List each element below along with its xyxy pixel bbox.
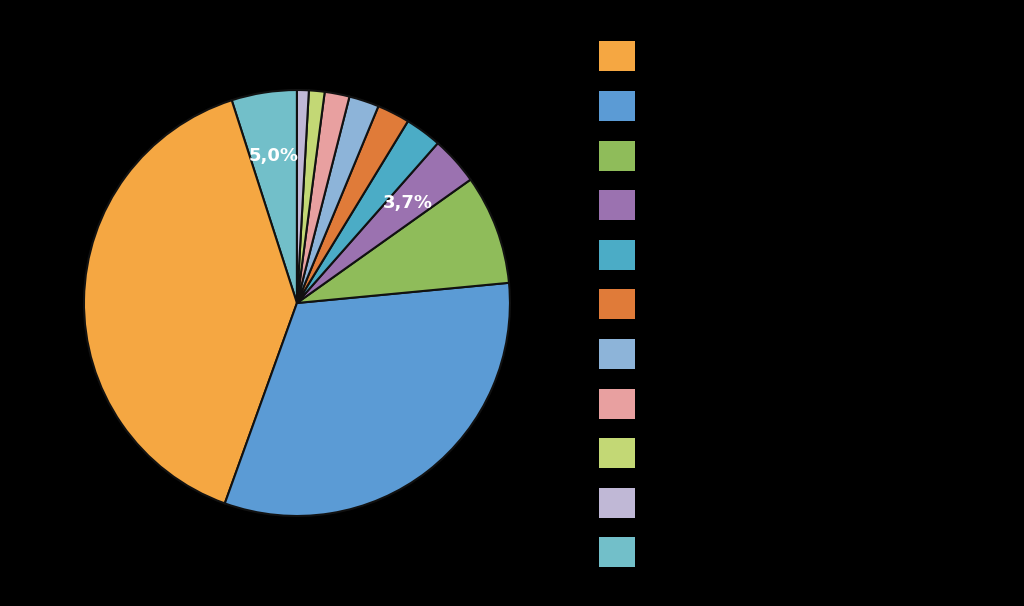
Text: Latinalainen Amerikka: Latinalainen Amerikka xyxy=(640,494,811,509)
Wedge shape xyxy=(225,283,510,516)
Wedge shape xyxy=(297,143,471,303)
Text: Pohjois-Amerikka: Pohjois-Amerikka xyxy=(640,345,771,360)
Text: Pohjoismaat: Pohjoismaat xyxy=(640,196,733,211)
FancyBboxPatch shape xyxy=(599,91,635,121)
Text: Afrikka: Afrikka xyxy=(640,246,693,261)
Wedge shape xyxy=(297,179,509,303)
FancyBboxPatch shape xyxy=(599,240,635,270)
Wedge shape xyxy=(297,90,325,303)
Wedge shape xyxy=(297,96,379,303)
Text: Muut: Muut xyxy=(640,444,678,459)
Text: Venäjä: Venäjä xyxy=(640,395,691,410)
FancyBboxPatch shape xyxy=(599,388,635,419)
Text: Aasia: Aasia xyxy=(640,97,681,112)
Text: Oseania: Oseania xyxy=(640,544,702,558)
Wedge shape xyxy=(84,100,297,504)
Text: 5,0%: 5,0% xyxy=(249,147,299,165)
Text: Muu Eurooppa: Muu Eurooppa xyxy=(640,147,751,162)
Wedge shape xyxy=(297,92,349,303)
FancyBboxPatch shape xyxy=(599,289,635,319)
Text: EU: EU xyxy=(640,48,660,62)
Wedge shape xyxy=(297,121,438,303)
Wedge shape xyxy=(297,106,408,303)
FancyBboxPatch shape xyxy=(599,190,635,220)
Wedge shape xyxy=(297,90,309,303)
FancyBboxPatch shape xyxy=(599,438,635,468)
Text: 3,7%: 3,7% xyxy=(383,194,433,212)
FancyBboxPatch shape xyxy=(599,488,635,518)
FancyBboxPatch shape xyxy=(599,538,635,567)
Wedge shape xyxy=(231,90,297,303)
FancyBboxPatch shape xyxy=(599,141,635,171)
FancyBboxPatch shape xyxy=(599,339,635,369)
Text: Lähi-itä: Lähi-itä xyxy=(640,296,697,310)
FancyBboxPatch shape xyxy=(599,41,635,72)
